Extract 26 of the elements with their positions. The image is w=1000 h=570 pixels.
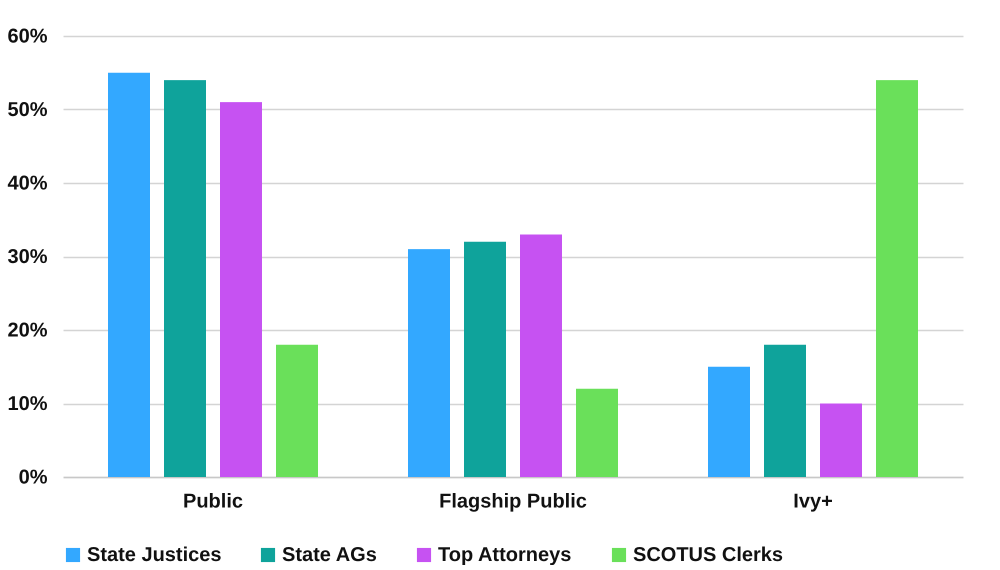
y-tick-label: 30%	[7, 246, 48, 268]
y-tick-label: 0%	[18, 466, 48, 488]
bar	[520, 234, 562, 477]
y-tick-label: 10%	[7, 393, 48, 415]
bar	[876, 80, 918, 477]
y-tick-label: 20%	[7, 320, 48, 342]
legend-label: State AGs	[282, 544, 377, 566]
bar	[820, 404, 862, 477]
legend-label: SCOTUS Clerks	[633, 544, 784, 566]
legend-label: Top Attorneys	[438, 544, 572, 566]
bar	[708, 366, 750, 477]
bar	[464, 242, 506, 477]
y-tick-label: 50%	[7, 99, 48, 121]
bar	[164, 80, 206, 477]
bar	[108, 72, 150, 477]
bar	[408, 249, 450, 477]
y-tick-label: 60%	[7, 26, 48, 48]
bar	[576, 388, 618, 477]
bar	[276, 344, 318, 477]
y-tick-label: 40%	[7, 172, 48, 194]
bar	[764, 344, 806, 477]
legend-label: State Justices	[87, 544, 222, 566]
x-tick-label: Flagship Public	[439, 490, 587, 512]
bar	[220, 102, 262, 477]
x-tick-label: Ivy+	[793, 490, 833, 512]
x-tick-label: Public	[182, 490, 244, 512]
